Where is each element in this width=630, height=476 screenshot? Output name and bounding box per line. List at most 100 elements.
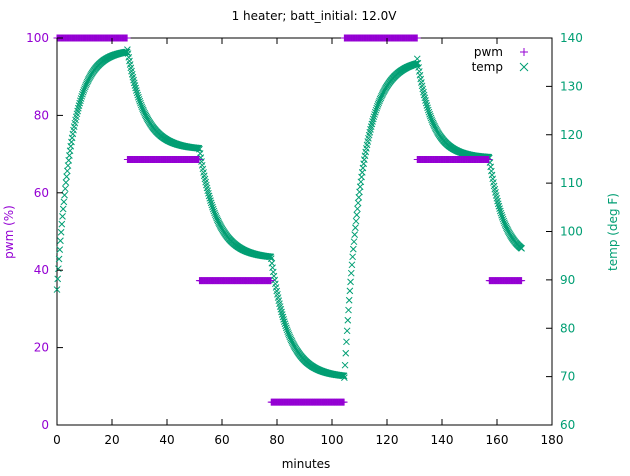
- temp-point-424: [343, 327, 351, 335]
- temp-point-33: [76, 99, 84, 107]
- y2-tick-label-8: 140: [560, 31, 583, 45]
- temp-point-652: [499, 215, 507, 223]
- plot-frame: [56, 37, 553, 426]
- temp-point-438: [353, 211, 361, 219]
- y2-tick-label-1: 70: [560, 370, 575, 384]
- temp-point-119: [135, 93, 142, 101]
- y-tick-label-3: 60: [34, 186, 49, 200]
- temp-point-223: [206, 194, 214, 202]
- temp-point-541: [423, 102, 431, 109]
- temp-point-650: [498, 211, 506, 219]
- temp-point-337: [284, 328, 292, 336]
- temp-point-330: [279, 313, 287, 321]
- temp-point-651: [499, 213, 506, 221]
- temp-point-6: [57, 228, 65, 236]
- temp-point-227: [209, 203, 216, 211]
- temp-point-12: [61, 185, 69, 193]
- temp-point-645: [494, 200, 502, 208]
- temp-point-1: [54, 275, 62, 283]
- temp-point-427: [345, 296, 353, 304]
- temp-point-222: [205, 192, 213, 200]
- temp-point-115: [132, 84, 140, 92]
- temp-point-647: [496, 205, 503, 213]
- temp-point-461: [369, 118, 376, 125]
- temp-point-648: [496, 207, 504, 215]
- temp-point-649: [497, 209, 505, 217]
- temp-point-470: [375, 99, 383, 106]
- pwm-point-419: [340, 398, 348, 406]
- temp-point-431: [348, 261, 356, 269]
- temp-point-229: [210, 207, 218, 215]
- temp-point-426: [345, 306, 352, 314]
- temp-point-118: [134, 91, 142, 99]
- temp-point-2: [55, 265, 62, 273]
- temp-point-653: [500, 217, 508, 225]
- pwm-point-631: [485, 156, 493, 164]
- x-tick-label-9: 180: [541, 433, 564, 447]
- tick-group: 0 20 40 60 80 100 120 140 160 180 0 20 40 60 80 100 60 70…: [26, 31, 583, 447]
- temp-point-435: [351, 231, 359, 238]
- temp-point-468: [374, 102, 381, 110]
- temp-point-336: [283, 326, 291, 334]
- temp-point-7: [58, 220, 66, 228]
- temp-point-39: [80, 87, 88, 94]
- temp-point-226: [208, 201, 216, 209]
- temp-point-436: [352, 224, 359, 232]
- temp-point-425: [344, 316, 352, 324]
- x-tick-label-4: 80: [269, 433, 284, 447]
- y2-tick-label-3: 90: [560, 273, 575, 287]
- temp-point-3: [55, 255, 63, 263]
- temp-point-230: [211, 209, 218, 217]
- pwm-point-312: [267, 277, 275, 285]
- y-tick-label-5: 100: [26, 31, 49, 45]
- temp-point-466: [372, 106, 380, 114]
- temp-point-460: [368, 120, 376, 128]
- temp-point-123: [137, 101, 145, 109]
- temp-point-428: [346, 287, 354, 295]
- x-tick-label-8: 160: [486, 433, 509, 447]
- temp-point-679: [518, 245, 525, 252]
- temp-point-539: [422, 97, 429, 104]
- data-marks: [53, 34, 526, 406]
- temp-series: [53, 46, 525, 381]
- x-tick-label-2: 40: [159, 433, 174, 447]
- temp-point-331: [280, 315, 287, 323]
- temp-point-8: [59, 213, 66, 220]
- temp-point-332: [280, 318, 288, 325]
- temp-point-329: [278, 311, 286, 318]
- temp-point-540: [422, 99, 430, 107]
- temp-point-430: [347, 269, 355, 277]
- temp-point-469: [374, 101, 382, 108]
- temp-point-122: [137, 99, 144, 107]
- temp-point-338: [285, 330, 292, 337]
- temp-point-419: [340, 372, 348, 380]
- y-tick-label-4: 80: [34, 108, 49, 122]
- temp-point-0: [53, 286, 61, 293]
- legend-label-pwm: pwm: [474, 45, 503, 59]
- temp-point-546: [426, 112, 434, 120]
- temp-point-421: [341, 361, 349, 369]
- temp-point-10: [60, 198, 68, 206]
- x-tick-label-6: 120: [376, 433, 399, 447]
- temp-point-440: [354, 199, 362, 207]
- y2-tick-label-0: 60: [560, 418, 575, 432]
- temp-point-420: [341, 374, 348, 381]
- temp-point-463: [370, 113, 378, 121]
- temp-point-4: [56, 246, 64, 254]
- temp-point-462: [369, 115, 377, 123]
- temp-point-545: [426, 110, 433, 118]
- temp-point-34: [77, 97, 84, 105]
- pwm-point-526: [413, 34, 421, 42]
- y-tick-label-1: 20: [34, 341, 49, 355]
- temp-point-429: [347, 278, 354, 286]
- temp-point-646: [495, 202, 503, 210]
- plot-frame-group: [56, 37, 553, 426]
- temp-point-9: [59, 205, 67, 213]
- pwm-series: [53, 34, 526, 406]
- temp-point-547: [427, 114, 435, 122]
- temp-point-542: [424, 104, 431, 112]
- temp-point-32: [75, 102, 83, 109]
- temp-point-14: [63, 173, 70, 180]
